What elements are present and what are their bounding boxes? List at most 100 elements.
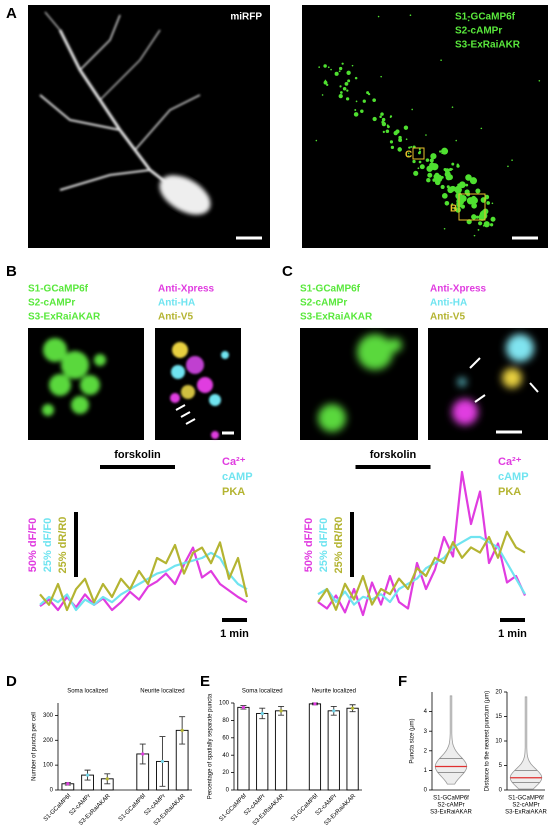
speck	[410, 145, 413, 148]
puncta	[452, 334, 534, 425]
speck	[451, 203, 454, 206]
speck	[467, 19, 470, 22]
speck	[413, 170, 419, 176]
trace	[39, 551, 248, 612]
speck	[427, 172, 433, 178]
speck	[344, 82, 349, 86]
speck	[386, 124, 389, 127]
speck	[478, 221, 483, 226]
speck	[326, 83, 329, 87]
panel-letter: A	[6, 5, 17, 22]
speck	[458, 181, 466, 189]
arrows	[175, 404, 196, 425]
speck	[408, 146, 411, 149]
scale-label: 25% dF/F0	[318, 518, 330, 572]
speck	[379, 115, 382, 119]
panel-letter: F	[398, 673, 407, 690]
speck	[449, 167, 453, 171]
speck	[362, 99, 366, 103]
violin	[434, 695, 468, 785]
panel-letter: D	[6, 673, 17, 690]
y-tick-label: 20	[222, 770, 229, 776]
speck	[339, 85, 342, 88]
arrows	[469, 357, 539, 403]
speck	[473, 234, 476, 237]
y-tick-label: 80	[222, 718, 229, 724]
speck	[395, 129, 400, 134]
sensor-label: S2-cAMPr	[300, 298, 347, 309]
speck	[482, 225, 485, 227]
speck	[381, 117, 386, 122]
speck	[425, 158, 430, 162]
roi-label: C	[405, 150, 412, 161]
speck	[417, 167, 420, 170]
speck	[456, 163, 459, 166]
y-tick-label: 3	[424, 729, 428, 735]
speck	[491, 202, 494, 205]
scale-label: 1 min	[498, 628, 527, 640]
mean-dot	[313, 702, 317, 706]
mean-dot	[241, 705, 246, 709]
speck	[321, 94, 324, 96]
speck	[425, 134, 427, 136]
speck	[481, 212, 488, 220]
speck	[457, 188, 460, 192]
speck	[353, 112, 359, 117]
y-axis-label: Percentage of spatially separate puncta	[208, 693, 214, 799]
speck	[447, 186, 454, 194]
legend-label: Ca²⁺	[498, 456, 522, 468]
speck	[465, 183, 469, 187]
speck	[334, 71, 339, 76]
speck	[455, 139, 458, 142]
stimulus-label: forskolin	[370, 449, 417, 461]
speck	[382, 130, 385, 134]
scale-label: 1 min	[220, 628, 249, 640]
speck	[327, 66, 330, 69]
speck	[480, 127, 483, 130]
speck	[441, 147, 449, 155]
speck	[418, 160, 422, 164]
panel-letter: B	[6, 263, 17, 280]
mean-dot	[180, 728, 184, 732]
mean-dot	[105, 777, 109, 781]
scale-label: 25% dR/R0	[57, 517, 69, 574]
roi-label: B	[450, 204, 457, 215]
speck	[475, 215, 479, 219]
roi-box	[412, 147, 425, 160]
speck	[315, 139, 318, 142]
sensor-label: S1-GCaMP6f	[28, 284, 89, 295]
speck	[486, 201, 489, 204]
stain-label: Anti-Xpress	[158, 284, 215, 295]
speck	[451, 168, 454, 170]
speck	[407, 155, 410, 157]
mean-dot	[85, 773, 90, 777]
trace	[317, 530, 526, 611]
y-tick-label: 20	[495, 690, 502, 696]
image-sensors	[302, 5, 548, 248]
speck	[430, 153, 437, 160]
x-tick-label: S2-cAMPr	[437, 803, 464, 809]
speck	[471, 202, 477, 209]
mean-dot	[260, 711, 264, 716]
speck	[360, 109, 364, 113]
speck	[445, 174, 452, 181]
speck	[385, 129, 390, 134]
mean-dot	[279, 709, 283, 713]
speck	[451, 162, 455, 166]
group-label: Neurite localized	[140, 689, 184, 695]
y-axis-label: Number of puncta per cell	[32, 712, 38, 781]
mean-dot	[350, 706, 355, 710]
speck	[372, 116, 377, 122]
speck	[407, 152, 410, 155]
speck	[342, 86, 347, 91]
sensor-label: S2-cAMPr	[28, 298, 75, 309]
speck	[390, 145, 395, 150]
bar	[237, 706, 250, 791]
speck	[440, 184, 445, 190]
speck	[389, 140, 394, 144]
speck	[351, 64, 354, 67]
group-label: Soma localized	[67, 689, 108, 695]
y-tick-label: 100	[219, 701, 230, 707]
trace	[39, 541, 249, 612]
speck	[456, 197, 463, 205]
